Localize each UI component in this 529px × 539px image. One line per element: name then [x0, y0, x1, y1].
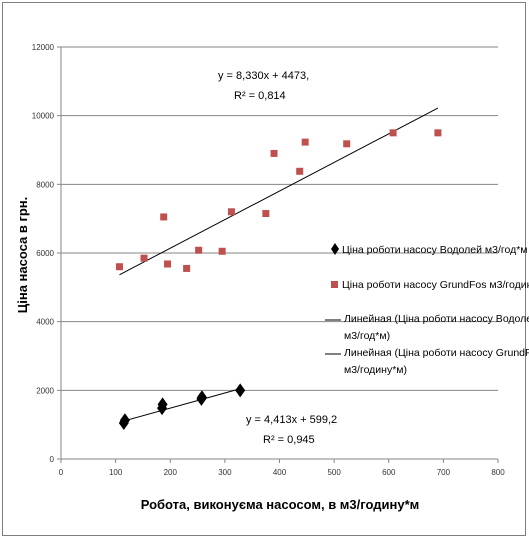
legend-square-marker	[331, 281, 338, 288]
grundfos-data-point	[195, 246, 203, 254]
grundfos-equation: y = 8,330x + 4473,	[218, 70, 309, 82]
grundfos-data-point	[227, 208, 235, 216]
legend-diamond-marker	[331, 243, 339, 255]
x-tick-label: 400	[273, 468, 287, 477]
grundfos-data-point	[218, 247, 226, 255]
grundfos-data-point	[140, 254, 148, 262]
grundfos-data-point	[270, 149, 278, 157]
legend-grundfos-trend-line1: Линейная (Ціна роботи насосу GrundFos	[344, 347, 529, 359]
vodoley-data-point	[196, 390, 207, 405]
y-tick-label: 10000	[32, 112, 55, 121]
gridlines	[61, 46, 498, 391]
data-points	[115, 129, 442, 430]
grundfos-data-point	[343, 140, 351, 148]
y-tick-label: 4000	[36, 318, 54, 327]
y-tick-label: 6000	[36, 249, 54, 258]
grundfos-r2: R² = 0,814	[234, 90, 286, 102]
legend: Ціна роботи насосу Водолей м3/год*м Ціна…	[325, 243, 529, 376]
legend-vodoley-trend-line1: Линейная (Ціна роботи насосу Водолей	[344, 313, 529, 325]
grundfos-data-point	[183, 264, 191, 272]
axes	[57, 46, 499, 463]
grundfos-data-point	[164, 260, 172, 268]
grundfos-data-point	[296, 167, 304, 175]
x-tick-label: 200	[164, 468, 178, 477]
x-tick-label: 100	[109, 468, 123, 477]
grundfos-data-point	[115, 263, 123, 271]
vodoley-data-point	[157, 397, 168, 412]
y-tick-labels: 0 2000 4000 6000 8000 10000 12000	[32, 43, 55, 464]
grundfos-trendline	[119, 107, 439, 276]
x-tick-label: 600	[382, 468, 396, 477]
vodoley-data-point	[235, 383, 246, 398]
legend-vodoley-label: Ціна роботи насосу Водолей м3/год*м	[342, 244, 528, 256]
x-tick-label: 700	[437, 468, 451, 477]
grundfos-data-point	[301, 138, 309, 146]
legend-grundfos-label: Ціна роботи насосу GrundFos м3/годину*м	[342, 279, 529, 291]
trendlines	[119, 107, 439, 422]
legend-vodoley-trend-line2: м3/год*м)	[344, 330, 390, 342]
x-tick-labels: 0 100 200 300 400 500 600 700 800	[59, 468, 505, 477]
grundfos-data-point	[434, 129, 442, 137]
y-tick-label: 8000	[36, 180, 54, 189]
grundfos-data-point	[389, 129, 397, 137]
x-tick-label: 0	[59, 468, 64, 477]
y-tick-label: 0	[50, 455, 55, 464]
y-tick-label: 2000	[36, 386, 54, 395]
vodoley-data-point	[119, 413, 130, 428]
vodoley-r2: R² = 0,945	[263, 434, 315, 446]
grundfos-data-point	[262, 210, 270, 218]
x-tick-label: 800	[491, 468, 505, 477]
grundfos-data-point	[160, 213, 168, 221]
x-tick-label: 500	[327, 468, 341, 477]
x-axis-title: Робота, виконуєма насосом, в м3/годину*м	[141, 497, 420, 512]
x-tick-label: 300	[218, 468, 232, 477]
vodoley-equation: y = 4,413x + 599,2	[246, 414, 337, 426]
y-axis-title: Ціна насоса в грн.	[15, 197, 30, 314]
y-tick-label: 12000	[32, 43, 55, 52]
legend-grundfos-trend-line2: м3/годину*м)	[344, 364, 407, 376]
vodoley-trendline	[123, 388, 241, 422]
